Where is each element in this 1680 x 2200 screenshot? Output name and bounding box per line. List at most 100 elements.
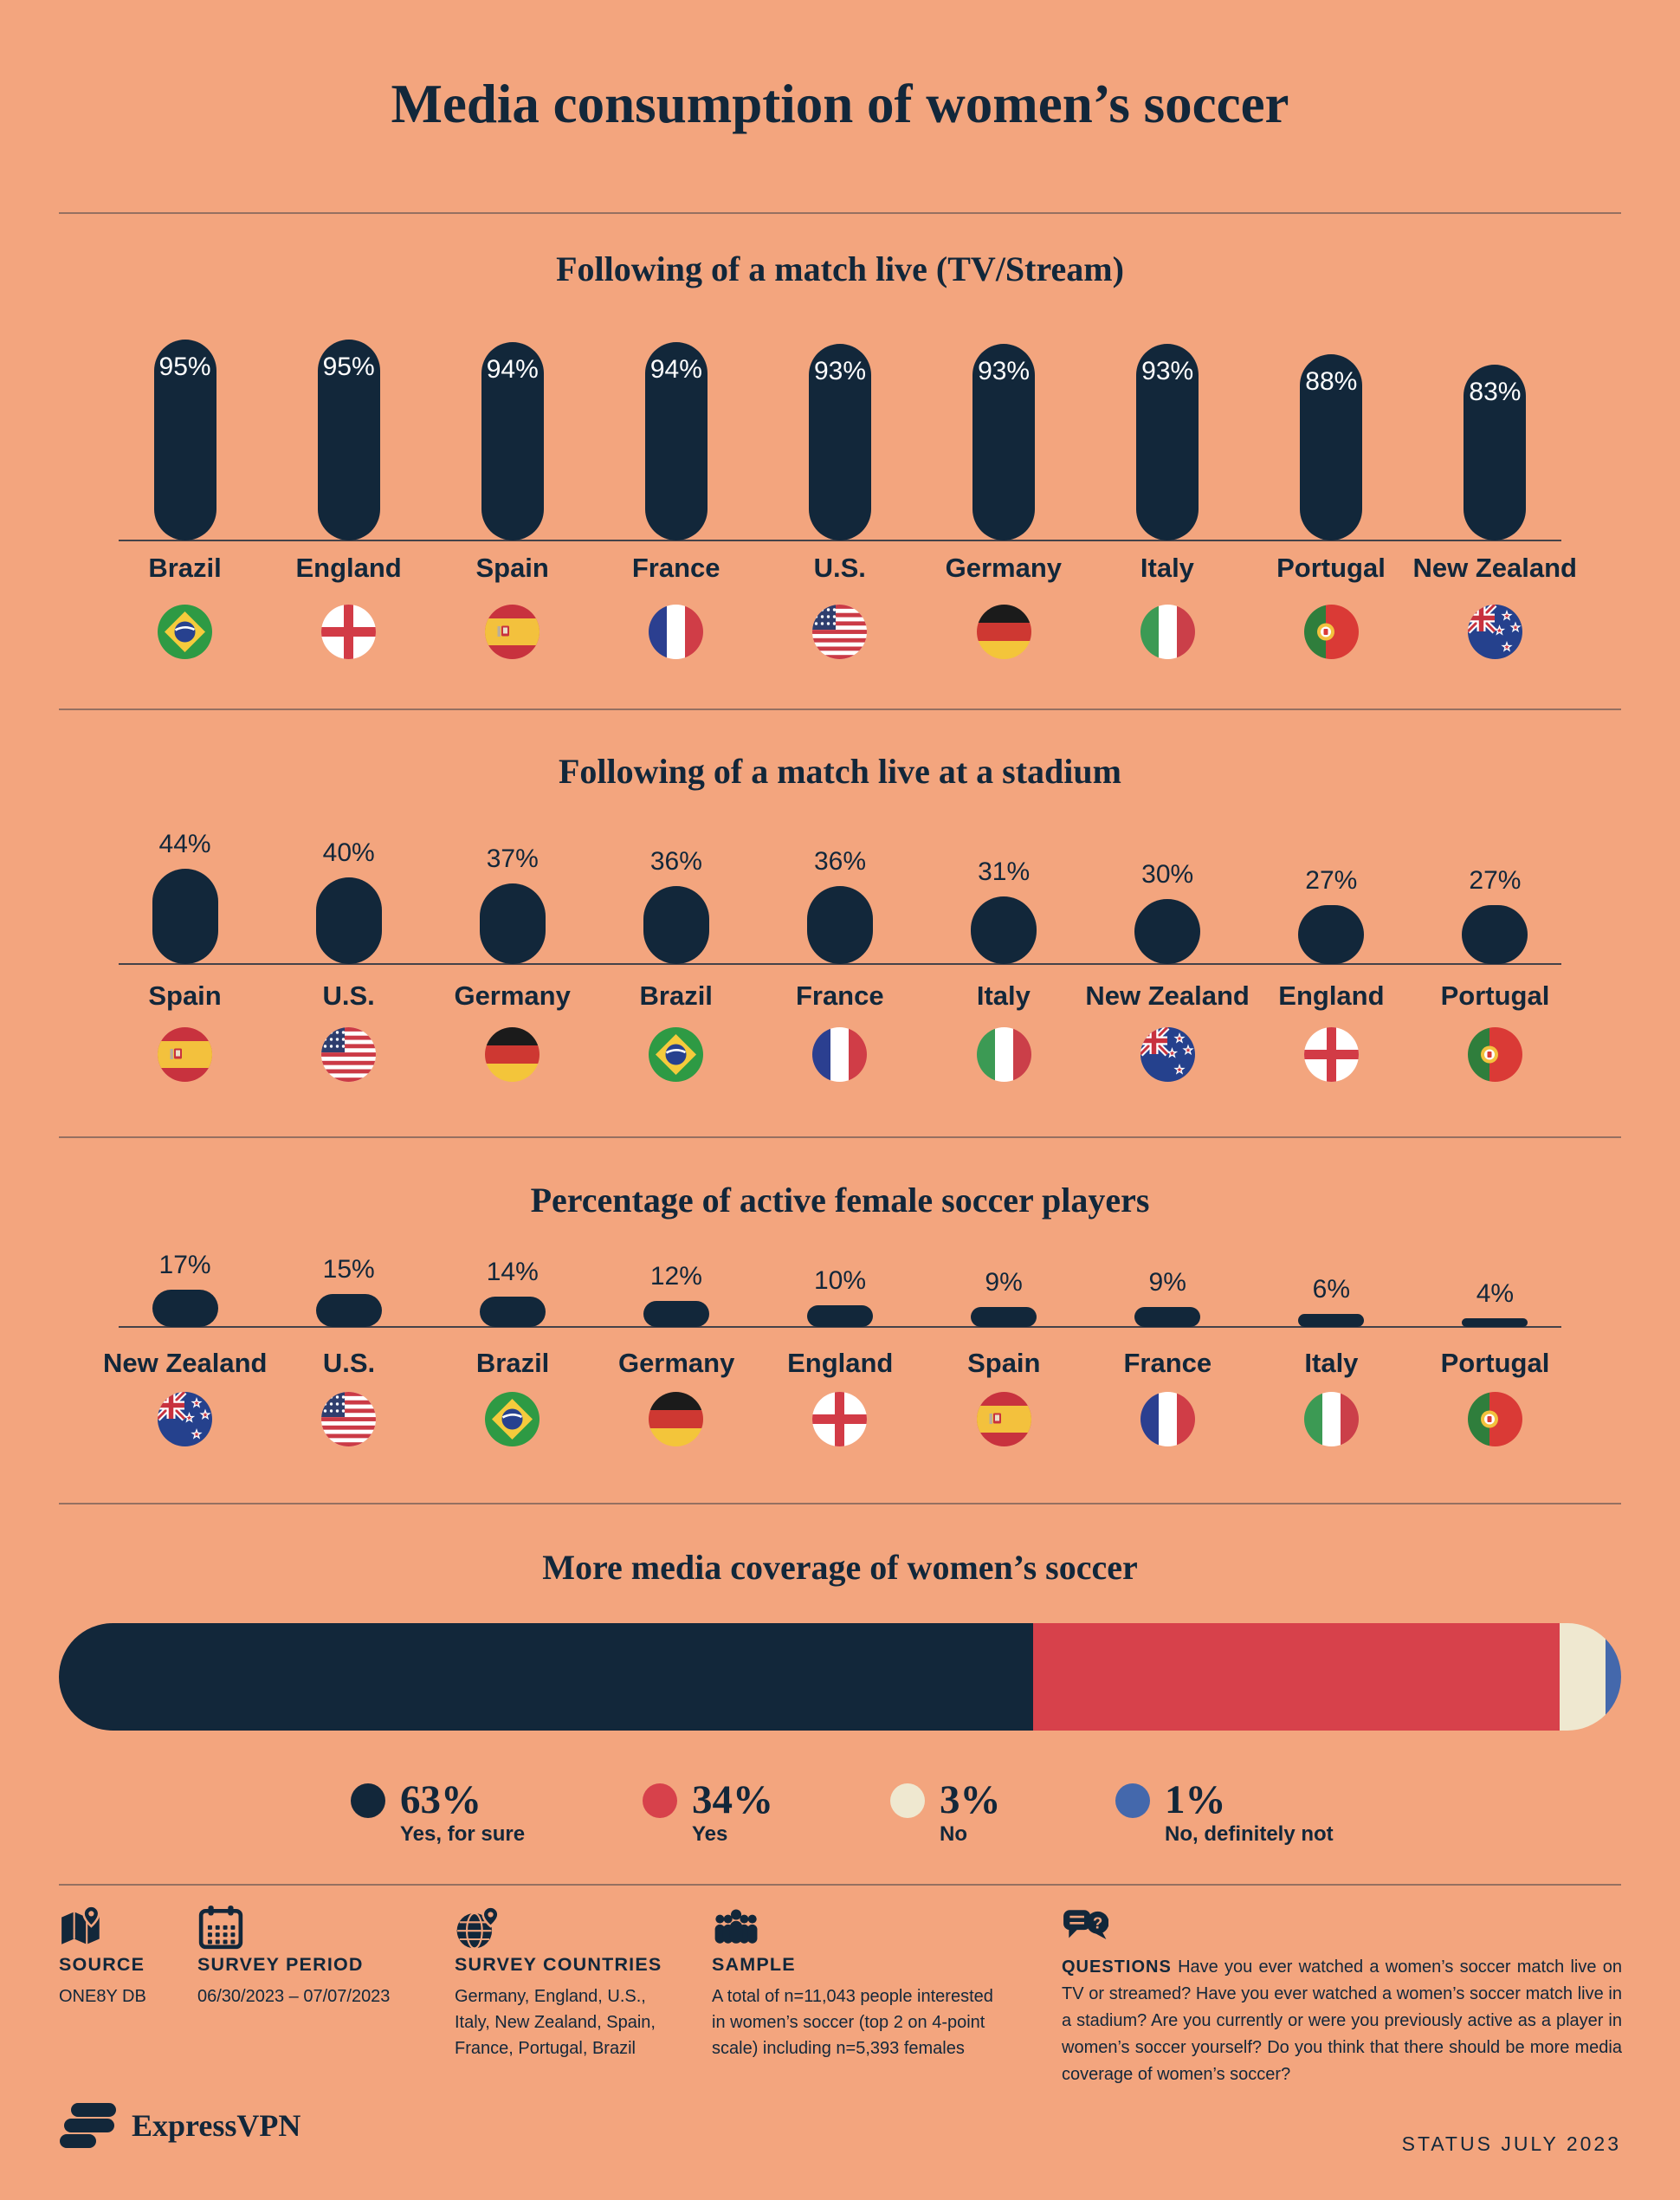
flag-column [922,1027,1086,1082]
flag-column [430,1027,594,1082]
bar-u-s: 93% [808,344,871,540]
flag-column [922,1392,1086,1446]
label-column: Portugal [1413,1348,1577,1379]
bar-value-label: 93% [978,357,1031,385]
bar-column: 10% [758,1247,921,1327]
flag-column [1413,1027,1577,1082]
country-label-germany: Germany [454,980,571,1011]
bar-column: 27% [1413,827,1577,964]
bar-england: 27% [1298,866,1365,964]
flag-column [1250,1027,1413,1082]
bar-column: 44% [103,827,267,964]
country-label-portugal: Portugal [1440,1348,1550,1378]
flag-icon-spain [976,1392,1031,1446]
calendar-icon [197,1904,244,1951]
country-label-u-s: U.S. [813,553,866,583]
legend-item-no: 3% No [890,1778,1001,1847]
bar-spain: 94% [481,342,544,540]
bar-value-label: 6% [1312,1275,1350,1304]
footer-period-label: SURVEY PERIOD [197,1954,364,1975]
label-column: Germany [595,1348,759,1379]
label-column: France [594,553,758,584]
flag-column [1250,605,1413,659]
label-column: Italy [1085,553,1249,584]
country-label-spain: Spain [148,980,222,1011]
flag-icon-portugal [1467,1392,1522,1446]
chart-baseline [119,963,1561,965]
bar-value-label: 36% [813,847,867,876]
legend-value: 1% [1165,1777,1226,1822]
label-column: Brazil [431,1348,595,1379]
flag-icon-italy [1140,605,1195,659]
bar-column: 4% [1413,1247,1577,1327]
label-column: Portugal [1249,553,1412,584]
bar-portugal: 88% [1300,354,1363,540]
footer-questions: QUESTIONS Have you ever watched a women’… [1062,1954,1622,2088]
flag-column [758,1027,921,1082]
legend-text: 1% No, definitely not [1165,1778,1334,1847]
bar-value-label: 12% [649,1262,702,1291]
flag-column [1086,1027,1250,1082]
flag-column [267,1392,430,1446]
label-column: Spain [430,553,594,584]
svg-text:?: ? [1093,1914,1102,1932]
flags-row-tv-stream [103,605,1577,659]
country-label-u-s: U.S. [322,1348,376,1378]
bar-value-label: 9% [1148,1268,1186,1297]
flag-icon-italy [976,1027,1031,1082]
bar-column: 9% [922,1247,1086,1327]
country-label-portugal: Portugal [1276,553,1386,583]
flag-column [267,605,430,659]
country-label-new-zealand: New Zealand [1085,980,1250,1011]
flag-icon-brazil [485,1392,540,1446]
footer-sample-label: SAMPLE [712,1954,796,1975]
bar-portugal: 4% [1462,1279,1528,1327]
footer-questions-value: Have you ever watched a women’s soccer m… [1062,1957,1622,2084]
bar-value-label: 9% [985,1268,1023,1297]
flag-column [594,605,758,659]
bar-column: 36% [758,827,921,964]
country-label-brazil: Brazil [639,980,713,1011]
flag-column [1086,605,1250,659]
bar-column: 95% [103,338,267,540]
label-column: U.S. [758,553,921,584]
bar-france: 94% [644,342,708,540]
bar-value-label: 17% [158,1251,211,1279]
bar-france: 9% [1134,1268,1201,1327]
flag-icon-portugal [1467,1027,1522,1082]
footer-questions-label: QUESTIONS [1062,1957,1172,1977]
bar-brazil: 14% [479,1258,546,1327]
country-label-germany: Germany [945,553,1063,583]
flag-icon-spain [485,605,540,659]
flag-icon-portugal [1303,605,1359,659]
stacked-segment-no-definitely-not [1606,1623,1621,1731]
label-column: England [759,1348,922,1379]
legend-value: 63% [400,1777,481,1822]
legend-item-no-definitely-not: 1% No, definitely not [1115,1778,1334,1847]
country-label-u-s: U.S. [322,980,375,1011]
country-label-england: England [295,553,402,583]
flag-icon-brazil [649,1027,704,1082]
legend-text: 34% Yes [692,1778,773,1847]
bar-portugal: 27% [1462,866,1528,964]
flag-column [1250,1392,1413,1446]
label-column: U.S. [267,980,430,1012]
map-icon [59,1904,106,1951]
footer-source-value: ONE8Y DB [59,1987,146,2006]
bar-new-zealand: 83% [1464,365,1527,540]
flag-column [103,1027,267,1082]
legend-item-yes-for-sure: 63% Yes, for sure [351,1778,525,1847]
divider [59,1136,1621,1138]
label-column: France [758,980,921,1012]
legend-label: No [940,1822,967,1846]
legend-swatch [1115,1783,1150,1818]
legend-label: No, definitely not [1165,1822,1334,1846]
bar-italy: 6% [1298,1275,1365,1327]
bar-column: 17% [103,1247,267,1327]
bar-column: 40% [267,827,430,964]
flag-icon-germany [649,1392,704,1446]
bar-column: 6% [1250,1247,1413,1327]
flag-column [430,1392,594,1446]
bar-new-zealand: 17% [152,1251,218,1327]
bar-column: 94% [430,338,594,540]
